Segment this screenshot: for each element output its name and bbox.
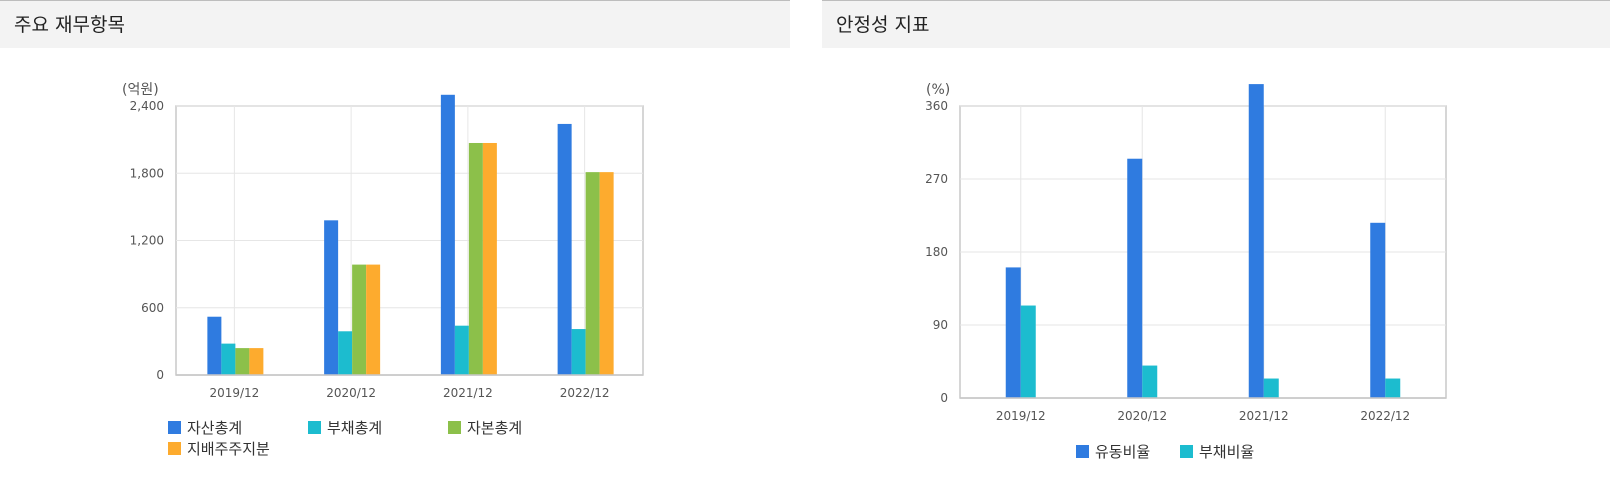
legend-label: 부채총계 [327, 419, 382, 437]
x-tick-label: 2019/12 [996, 409, 1046, 423]
legend-swatch [308, 421, 321, 434]
bar [599, 172, 614, 375]
legend-label: 자본총계 [467, 419, 522, 437]
bar [440, 94, 455, 375]
financial-items-title: 주요 재무항목 [14, 14, 125, 36]
stability-index-title: 안정성 지표 [836, 14, 930, 36]
bar [324, 220, 339, 375]
bar [1005, 267, 1021, 398]
x-tick-label: 2019/12 [209, 386, 259, 400]
x-tick-label: 2021/12 [1239, 409, 1289, 423]
stability-index-chart: (%) 0 90 180 270 360 2019/12 2020/12 2021/12 2022… [925, 82, 1447, 461]
bar [468, 142, 483, 375]
bar [1020, 305, 1036, 398]
stability-index-panel: 안정성 지표 (%) 0 90 180 270 360 2019/12 2020/12 2021… [822, 0, 1610, 488]
bar [235, 348, 250, 375]
financial-items-header: 주요 재무항목 [0, 0, 790, 48]
legend-label: 유동비율 [1095, 443, 1150, 461]
bar [1142, 365, 1158, 398]
y-tick-label: 1,800 [130, 166, 164, 180]
y-tick-label: 0 [940, 391, 948, 405]
y-tick-label: 600 [141, 301, 164, 315]
x-tick-label: 2022/12 [1360, 409, 1410, 423]
bar [207, 316, 222, 375]
bar [1370, 222, 1386, 398]
legend-swatch [168, 421, 181, 434]
legend-swatch [168, 442, 181, 455]
x-tick-label: 2020/12 [326, 386, 376, 400]
bar [1263, 378, 1279, 398]
y-tick-label: 2,400 [130, 99, 164, 113]
legend-label: 자산총계 [187, 419, 242, 437]
financial-items-chart: (억원) 0 600 1,200 1,800 2,400 2019/12 2020/12 202… [122, 82, 644, 458]
legend-swatch [448, 421, 461, 434]
bar [482, 142, 497, 375]
bar [249, 348, 264, 375]
y-tick-label: 1,200 [130, 234, 164, 248]
unit-label: (%) [926, 82, 950, 98]
legend-swatch [1076, 445, 1089, 458]
bar [352, 264, 367, 375]
bar [571, 329, 586, 375]
bar [1127, 158, 1143, 398]
bar [1248, 84, 1264, 398]
y-tick-label: 360 [925, 99, 948, 113]
y-tick-label: 270 [925, 172, 948, 186]
stability-index-header: 안정성 지표 [822, 0, 1610, 48]
y-tick-label: 180 [925, 245, 948, 259]
x-tick-label: 2020/12 [1117, 409, 1167, 423]
bar [221, 343, 236, 375]
bar [338, 331, 353, 375]
legend-label: 부채비율 [1199, 443, 1254, 461]
bar [1385, 378, 1401, 398]
bar [366, 264, 381, 375]
legend-label: 지배주주지분 [187, 440, 270, 458]
bar [585, 172, 600, 375]
bar [454, 325, 469, 375]
bar [557, 123, 572, 375]
y-tick-label: 90 [933, 318, 948, 332]
x-tick-label: 2021/12 [443, 386, 493, 400]
x-tick-label: 2022/12 [560, 386, 610, 400]
legend-swatch [1180, 445, 1193, 458]
financial-items-panel: 주요 재무항목 (억원) 0 600 1,200 1,800 2,400 2019/12 20… [0, 0, 790, 488]
unit-label: (억원) [122, 82, 159, 98]
y-tick-label: 0 [156, 368, 164, 382]
